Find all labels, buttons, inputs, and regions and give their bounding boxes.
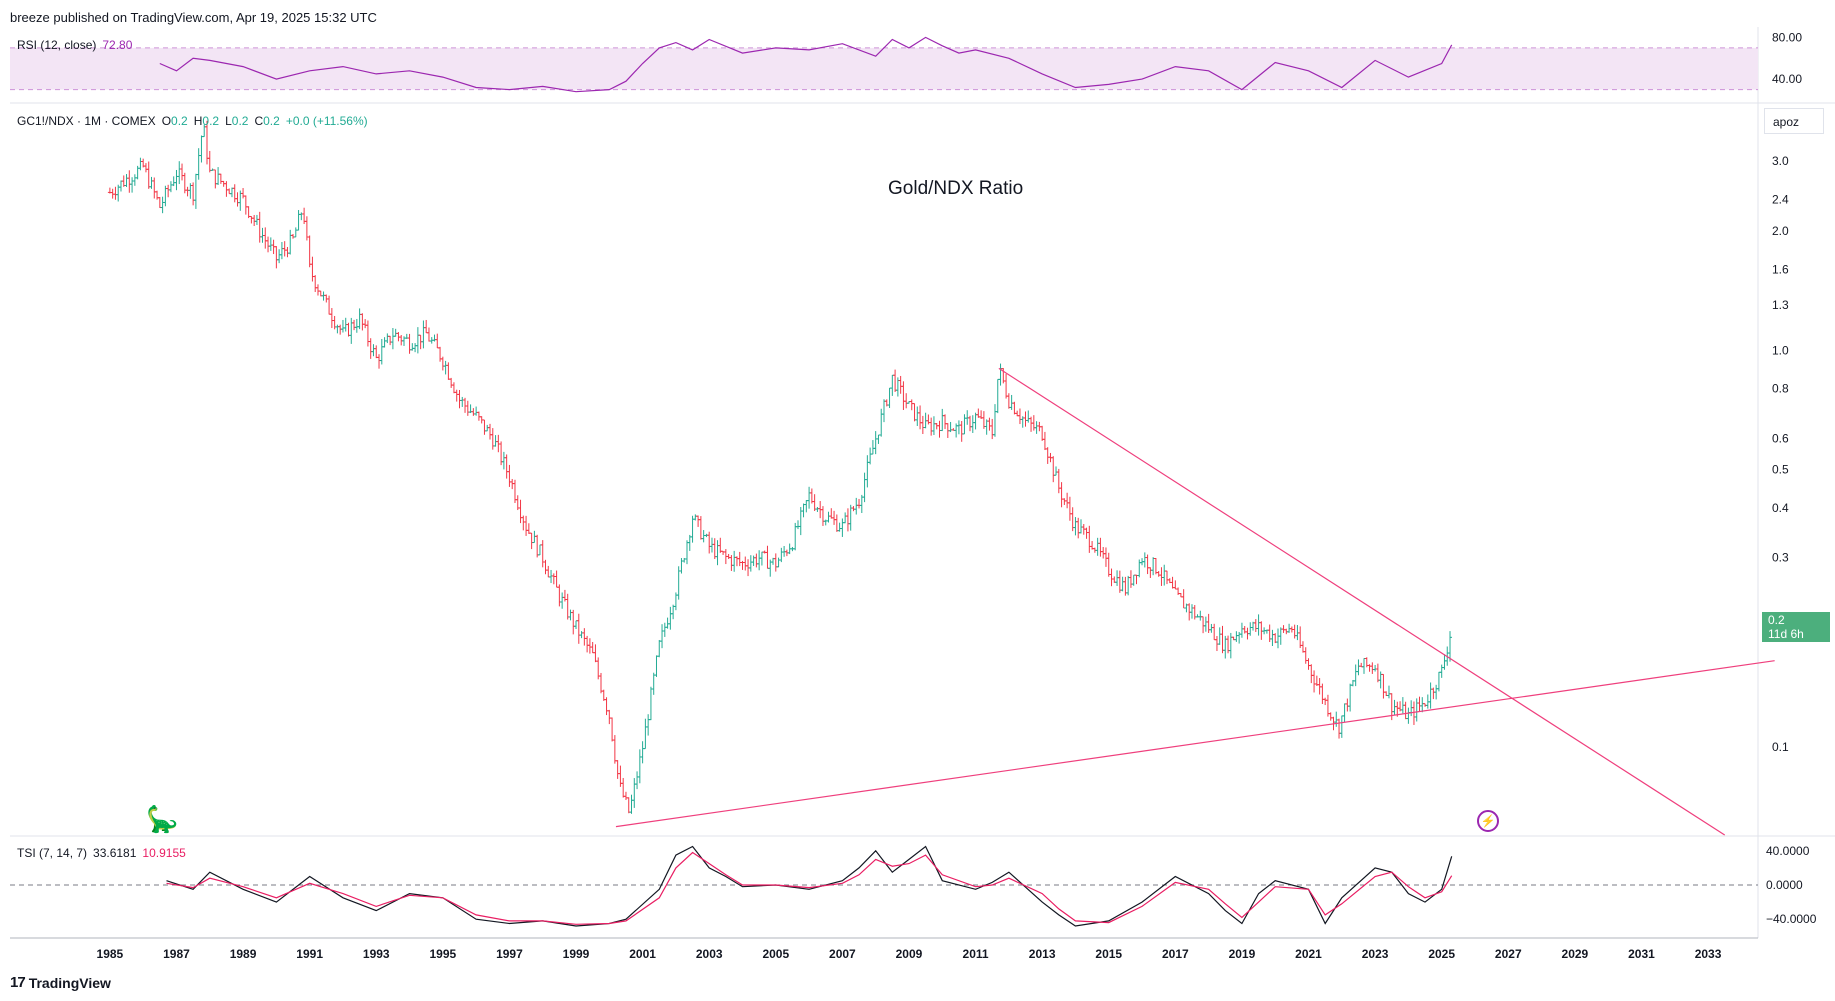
main-legend: GC1!/NDX · 1M · COMEX O0.2 H0.2 L0.2 C0.… <box>17 114 368 128</box>
time-tick-label: 2033 <box>1695 947 1722 960</box>
tsi-signal-line <box>166 851 1453 925</box>
high-value: 0.2 <box>202 114 220 128</box>
dinosaur-icon: 🦕 <box>146 804 179 834</box>
rsi-legend-value: 72.80 <box>102 38 133 52</box>
price-tick-label: 0.1 <box>1772 740 1789 754</box>
publish-info: breeze published on TradingView.com, Apr… <box>10 10 377 25</box>
rsi-tick-label: 80.00 <box>1772 30 1802 44</box>
tsi-legend: TSI (7, 14, 7) 33.6181 10.9155 <box>17 846 186 860</box>
tsi-legend-name: TSI (7, 14, 7) <box>17 846 88 860</box>
tsi-tick-label: 40.0000 <box>1766 844 1810 858</box>
rsi-tick-label: 40.00 <box>1772 72 1802 86</box>
last-price-tag: 0.2 11d 6h <box>1762 612 1830 642</box>
time-tick-label: 1999 <box>563 947 590 960</box>
open-value: 0.2 <box>171 114 188 128</box>
support-trendline <box>615 660 1775 828</box>
open-label: O <box>161 114 172 128</box>
time-tick-label: 2005 <box>762 947 789 960</box>
time-tick-label: 2029 <box>1562 947 1589 960</box>
high-label: H <box>193 114 203 128</box>
scale-mode-button[interactable]: apoz <box>1764 108 1824 134</box>
price-tick-label: 1.0 <box>1772 343 1789 357</box>
tsi-legend-value: 33.6181 <box>93 846 137 860</box>
time-tick-label: 2003 <box>696 947 723 960</box>
symbol-label[interactable]: GC1!/NDX · 1M · COMEX <box>17 114 156 128</box>
time-tick-label: 2025 <box>1428 947 1455 960</box>
price-tick-label: 1.3 <box>1772 298 1789 312</box>
tradingview-logo-icon: 17 <box>10 974 26 991</box>
rsi-legend-name: RSI (12, close) <box>17 38 97 52</box>
close-value: 0.2 <box>263 114 280 128</box>
time-tick-label: 1995 <box>429 947 456 960</box>
time-tick-label: 2021 <box>1295 947 1322 960</box>
low-value: 0.2 <box>231 114 249 128</box>
price-tick-label: 0.3 <box>1772 551 1789 565</box>
tradingview-brand: TradingView <box>28 974 111 991</box>
time-tick-label: 2023 <box>1362 947 1389 960</box>
tsi-signal-legend-value: 10.9155 <box>142 846 186 860</box>
time-tick-label: 1991 <box>296 947 323 960</box>
tsi-tick-label: 0.0000 <box>1766 878 1803 892</box>
price-tick-label: 0.4 <box>1772 501 1789 515</box>
time-tick-label: 2011 <box>963 947 989 960</box>
time-tick-label: 2013 <box>1029 947 1056 960</box>
low-label: L <box>225 114 232 128</box>
lightning-icon[interactable]: ⚡ <box>1477 810 1499 832</box>
time-tick-label: 1985 <box>97 947 124 960</box>
time-tick-label: 2015 <box>1095 947 1122 960</box>
price-tick-label: 3.0 <box>1772 154 1789 168</box>
price-tick-label: 0.5 <box>1772 463 1789 477</box>
time-tick-label: 2001 <box>629 947 656 960</box>
time-tick-label: 2009 <box>896 947 923 960</box>
price-tick-label: 2.4 <box>1772 192 1789 206</box>
resistance-trendline <box>998 367 1726 836</box>
time-tick-label: 1997 <box>496 947 523 960</box>
price-tick-label: 0.6 <box>1772 431 1789 445</box>
price-tick-label: 0.8 <box>1772 382 1789 396</box>
price-tick-label: 1.6 <box>1772 262 1789 276</box>
time-tick-label: 2007 <box>829 947 856 960</box>
chart-canvas: 80.0040.003.83.02.42.01.61.31.00.80.60.5… <box>10 27 1835 960</box>
footer-brand[interactable]: 17 TradingView <box>10 974 111 991</box>
time-tick-label: 2019 <box>1229 947 1256 960</box>
time-tick-label: 1989 <box>230 947 257 960</box>
price-tick-label: 2.0 <box>1772 224 1789 238</box>
time-tick-label: 2027 <box>1495 947 1522 960</box>
bar-countdown: 11d 6h <box>1768 627 1804 641</box>
rsi-line <box>159 36 1453 93</box>
time-tick-label: 2031 <box>1628 947 1655 960</box>
rsi-band <box>10 47 1758 90</box>
tsi-tick-label: −40.0000 <box>1766 912 1817 926</box>
tsi-line <box>166 845 1453 927</box>
last-price-value: 0.2 <box>1768 613 1785 627</box>
time-tick-label: 1987 <box>163 947 190 960</box>
time-tick-label: 1993 <box>363 947 390 960</box>
rsi-legend: RSI (12, close) 72.80 <box>17 38 132 52</box>
chart-annotation[interactable]: Gold/NDX Ratio <box>888 178 1024 199</box>
time-tick-label: 2017 <box>1162 947 1189 960</box>
close-label: C <box>254 114 264 128</box>
change-value: +0.0 (+11.56%) <box>285 114 368 128</box>
